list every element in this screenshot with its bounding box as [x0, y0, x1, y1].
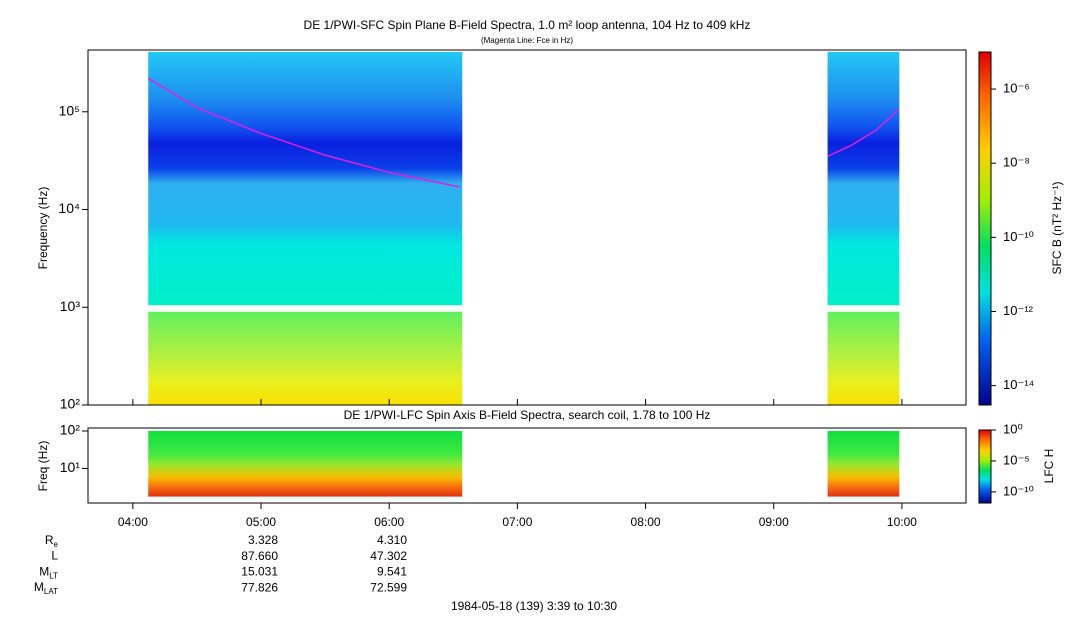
plot-frame — [87, 49, 967, 406]
colorbar-tick-label: 10⁻⁵ — [1003, 452, 1030, 467]
ephemeris-value: 3.328 — [248, 533, 278, 547]
lfc-spectrum — [148, 430, 463, 497]
ephemeris-label: Re — [45, 533, 59, 549]
y-tick-label: 10³ — [60, 298, 81, 314]
ephemeris-label: MLT — [39, 565, 58, 581]
spectrum-band — [148, 52, 463, 306]
x-tick-label: 08:00 — [631, 515, 661, 529]
colorbar — [978, 429, 992, 504]
ephemeris-value: 9.541 — [377, 565, 407, 579]
y-tick-label: 10¹ — [60, 459, 81, 475]
y-tick-label: 10² — [60, 396, 81, 412]
spectrum-band — [827, 311, 900, 405]
ephemeris-label-main: L — [51, 549, 58, 563]
lower-y-axis-label: Freq (Hz) — [36, 441, 50, 492]
ephemeris-value: 4.310 — [377, 533, 407, 547]
colorbar-tick-label: 10⁻¹⁴ — [1003, 377, 1034, 392]
ephemeris-value: 72.599 — [370, 580, 407, 594]
ephemeris-label-main: M — [39, 565, 49, 579]
lower-plot-frame — [87, 427, 967, 504]
ephemeris-value: 15.031 — [241, 565, 278, 579]
ephemeris-label-sub: LT — [49, 572, 58, 581]
ephemeris-value: 77.826 — [241, 580, 278, 594]
ephemeris-value: 47.302 — [370, 549, 407, 563]
x-tick-label: 05:00 — [246, 515, 276, 529]
colorbar-tick-label: 10⁻¹⁰ — [1003, 483, 1034, 498]
colorbar-tick-label: 10⁻¹⁰ — [1003, 229, 1034, 244]
y-tick-label: 10⁵ — [59, 102, 80, 118]
x-tick-label: 09:00 — [759, 515, 789, 529]
colorbar — [978, 51, 992, 406]
ephemeris-label: L — [51, 549, 58, 563]
chart-title: DE 1/PWI-SFC Spin Plane B-Field Spectra,… — [304, 18, 751, 32]
fce-line — [827, 109, 899, 158]
lower-colorbar-label: LFC H — [1042, 449, 1056, 484]
chart-subtitle: (Magenta Line: Fce in Hz) — [481, 36, 573, 45]
y-axis-label: Frequency (Hz) — [36, 187, 50, 270]
ephemeris-label-main: R — [45, 533, 54, 547]
ephemeris-value: 87.660 — [241, 549, 278, 563]
colorbar-tick-label: 10⁻⁸ — [1003, 155, 1030, 170]
colorbar-tick-label: 10⁰ — [1003, 421, 1023, 436]
ephemeris-label-sub: LAT — [44, 587, 58, 596]
x-tick-label: 10:00 — [887, 515, 917, 529]
ephemeris-label-main: M — [34, 580, 44, 594]
lfc-spectrum — [827, 430, 900, 497]
x-tick-label: 07:00 — [502, 515, 532, 529]
footer: 1984-05-18 (139) 3:39 to 10:30 — [451, 599, 617, 613]
spectrum-band — [148, 311, 463, 405]
spectrum-band — [827, 52, 900, 306]
fce-line — [147, 77, 460, 188]
x-tick-label: 06:00 — [374, 515, 404, 529]
y-tick-label: 10² — [60, 422, 81, 438]
ephemeris-label: MLAT — [34, 580, 58, 596]
colorbar-tick-label: 10⁻⁶ — [1003, 81, 1030, 96]
lower-title: DE 1/PWI-LFC Spin Axis B-Field Spectra, … — [344, 408, 711, 422]
x-tick-label: 04:00 — [118, 515, 148, 529]
colorbar-label: SFC B (nT² Hz⁻¹) — [1050, 182, 1064, 275]
ephemeris-label-sub: e — [54, 540, 59, 549]
y-tick-label: 10⁴ — [58, 200, 80, 216]
colorbar-tick-label: 10⁻¹² — [1003, 303, 1034, 318]
